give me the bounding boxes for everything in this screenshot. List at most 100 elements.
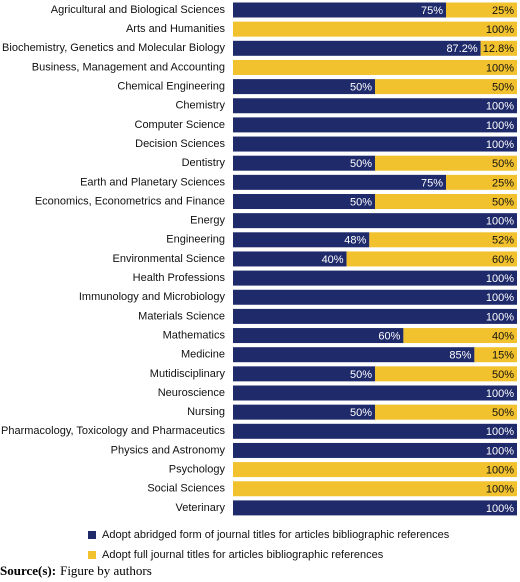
bar-segment bbox=[233, 308, 517, 324]
category-label: Mutidisciplinary bbox=[150, 368, 226, 380]
category-label: Neuroscience bbox=[158, 387, 225, 399]
category-label: Materials Science bbox=[138, 310, 225, 322]
bar-segment bbox=[233, 347, 475, 363]
category-label: Nursing bbox=[187, 406, 225, 418]
category-label: Agricultural and Biological Sciences bbox=[51, 4, 226, 16]
source-label: Source(s): bbox=[0, 563, 56, 578]
value-label: 87.2% bbox=[446, 43, 477, 55]
bar-segment bbox=[369, 232, 517, 248]
value-label: 50% bbox=[350, 82, 372, 94]
category-label: Physics and Astronomy bbox=[111, 444, 226, 456]
bar-segment bbox=[233, 366, 375, 382]
value-label: 100% bbox=[486, 273, 514, 285]
bar-segment bbox=[233, 385, 517, 401]
value-label: 100% bbox=[486, 120, 514, 132]
legend-label: Adopt abridged form of journal titles fo… bbox=[102, 529, 450, 541]
bar-segment bbox=[233, 328, 404, 344]
bar-segment bbox=[233, 2, 446, 18]
value-label: 50% bbox=[350, 196, 372, 208]
category-label: Engineering bbox=[166, 234, 225, 246]
value-label: 100% bbox=[486, 311, 514, 323]
category-label: Earth and Planetary Sciences bbox=[80, 176, 225, 188]
bar-segment bbox=[233, 117, 517, 133]
bar-segment bbox=[480, 40, 517, 56]
category-label: Health Professions bbox=[133, 272, 226, 284]
category-label: Economics, Econometrics and Finance bbox=[35, 195, 225, 207]
value-label: 100% bbox=[486, 484, 514, 496]
category-label: Energy bbox=[190, 215, 225, 227]
bar-segment bbox=[233, 40, 481, 56]
category-label: Medicine bbox=[181, 349, 225, 361]
value-label: 100% bbox=[486, 139, 514, 151]
category-label: Dentistry bbox=[182, 157, 226, 169]
value-label: 100% bbox=[486, 426, 514, 438]
bar-segment bbox=[474, 347, 517, 363]
bar-segment bbox=[233, 270, 517, 286]
bar-segment bbox=[233, 79, 375, 95]
value-label: 50% bbox=[492, 196, 514, 208]
value-label: 85% bbox=[449, 350, 471, 362]
bar-segment bbox=[403, 328, 517, 344]
value-label: 50% bbox=[350, 158, 372, 170]
value-label: 40% bbox=[322, 254, 344, 266]
bar-segment bbox=[446, 174, 517, 190]
category-label: Arts and Humanities bbox=[126, 23, 226, 35]
bar-segment bbox=[233, 289, 517, 305]
category-label: Business, Management and Accounting bbox=[32, 61, 225, 73]
category-label: Immunology and Microbiology bbox=[79, 291, 226, 303]
bar-segment bbox=[233, 174, 446, 190]
bar-segment bbox=[233, 136, 517, 152]
value-label: 25% bbox=[492, 5, 514, 17]
value-label: 48% bbox=[344, 235, 366, 247]
category-label: Computer Science bbox=[135, 119, 226, 131]
value-label: 50% bbox=[492, 158, 514, 170]
value-label: 100% bbox=[486, 62, 514, 74]
value-label: 100% bbox=[486, 216, 514, 228]
bar-segment bbox=[233, 251, 347, 267]
value-label: 100% bbox=[486, 445, 514, 457]
bar-segment bbox=[233, 194, 375, 209]
bar-segment bbox=[233, 423, 517, 439]
value-label: 100% bbox=[486, 24, 514, 36]
bar-segment bbox=[446, 2, 517, 18]
value-label: 60% bbox=[378, 330, 400, 342]
bar-segment bbox=[233, 462, 517, 478]
value-label: 50% bbox=[492, 82, 514, 94]
bar-segment bbox=[233, 213, 517, 229]
category-label: Social Sciences bbox=[147, 483, 225, 495]
value-label: 50% bbox=[350, 369, 372, 381]
category-label: Environmental Science bbox=[112, 253, 225, 265]
category-label: Psychology bbox=[169, 464, 226, 476]
bar-segment bbox=[233, 232, 370, 248]
category-label: Chemistry bbox=[175, 100, 225, 112]
value-label: 100% bbox=[486, 388, 514, 400]
legend-swatch bbox=[88, 531, 96, 539]
bar-segment bbox=[375, 404, 517, 420]
value-label: 50% bbox=[492, 407, 514, 419]
category-label: Decision Sciences bbox=[135, 138, 225, 150]
bar-segment bbox=[233, 98, 517, 114]
value-label: 100% bbox=[486, 503, 514, 515]
category-label: Biochemistry, Genetics and Molecular Bio… bbox=[2, 42, 225, 54]
bar-segment bbox=[233, 59, 517, 75]
bar-segment bbox=[233, 155, 375, 171]
value-label: 15% bbox=[492, 350, 514, 362]
legend-label: Adopt full journal titles for articles b… bbox=[102, 549, 384, 561]
bar-segment bbox=[375, 79, 517, 95]
source-text: Figure by authors bbox=[60, 563, 152, 578]
value-label: 100% bbox=[486, 465, 514, 477]
bar-segment bbox=[233, 500, 517, 516]
value-label: 50% bbox=[492, 369, 514, 381]
value-label: 75% bbox=[421, 5, 443, 17]
bar-segment bbox=[375, 155, 517, 171]
value-label: 60% bbox=[492, 254, 514, 266]
legend-swatch bbox=[88, 551, 96, 559]
value-label: 25% bbox=[492, 177, 514, 189]
bar-segment bbox=[233, 481, 517, 497]
category-label: Veterinary bbox=[175, 502, 225, 514]
value-label: 12.8% bbox=[483, 43, 514, 55]
category-label: Mathematics bbox=[163, 329, 226, 341]
value-label: 75% bbox=[421, 177, 443, 189]
category-label: Chemical Engineering bbox=[117, 81, 225, 93]
